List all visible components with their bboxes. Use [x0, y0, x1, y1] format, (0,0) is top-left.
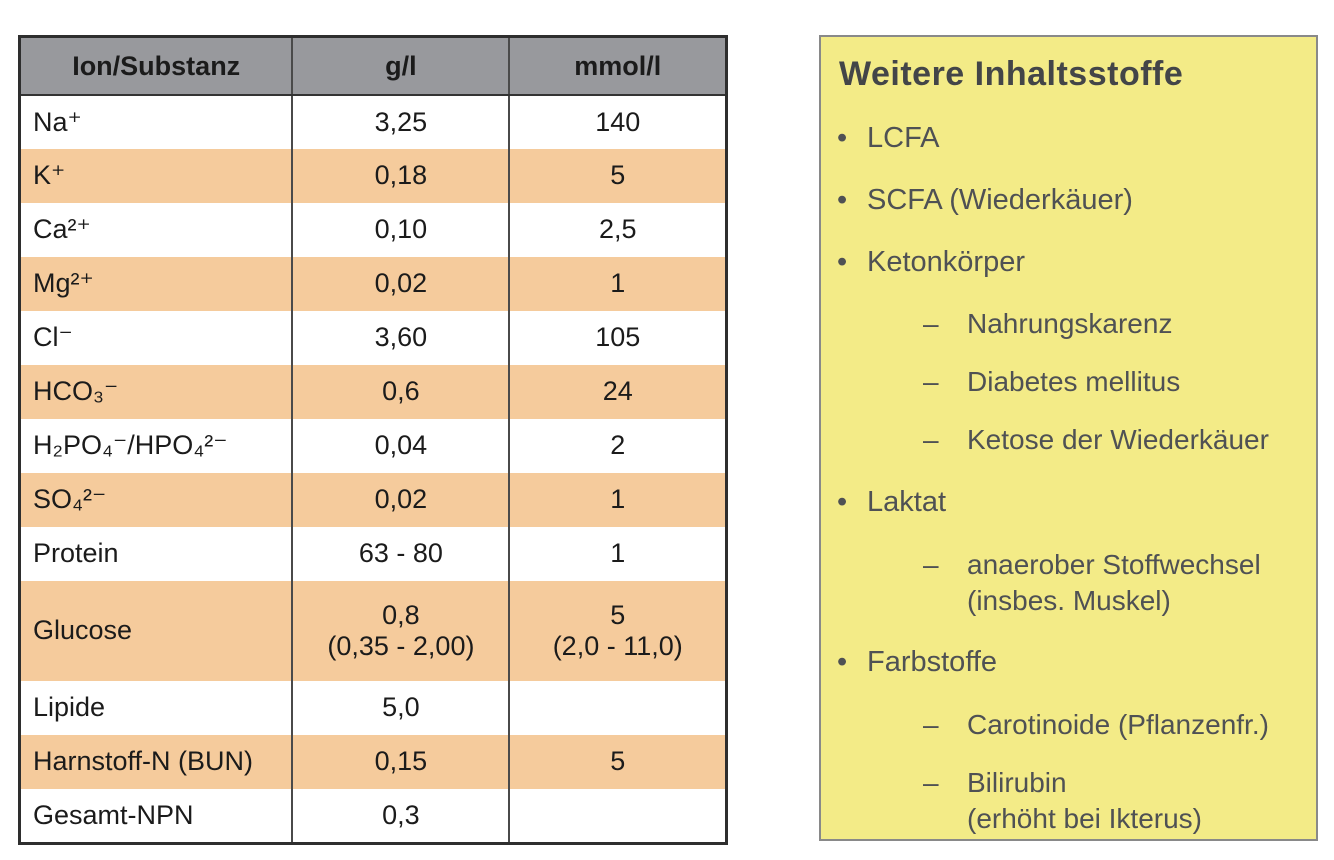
dash-icon: – — [923, 308, 939, 340]
dash-icon: – — [923, 766, 939, 798]
gl-value-cell: 3,60 — [291, 311, 510, 365]
bullet-icon: • — [837, 485, 848, 518]
ion-substanz-cell: Cl⁻ — [33, 322, 73, 353]
table-row: Gesamt-NPN 0,3 — [20, 789, 727, 843]
mmoll-value-cell: 140 — [508, 95, 727, 149]
table-row: Harnstoff-N (BUN) 0,15 5 — [19, 735, 727, 789]
sub-bullet-label: Ketose der Wiederkäuer — [967, 424, 1269, 456]
ion-substanz-cell: HCO₃⁻ — [19, 365, 293, 419]
sub-bullet-item: – Bilirubin (erhöht bei Ikterus) — [837, 765, 1296, 837]
gl-value-cell: 0,6 — [291, 365, 510, 419]
ion-substanz-cell: Protein — [33, 538, 119, 569]
sub-bullet-label: Carotinoide (Pflanzenfr.) — [967, 709, 1269, 741]
gl-value-cell: 0,15 — [291, 735, 510, 789]
mmoll-value-cell: 1 — [508, 527, 727, 581]
dash-icon: – — [923, 366, 939, 398]
gl-value-cell: 0,02 — [291, 257, 510, 311]
ion-substanz-cell: Mg²⁺ — [19, 257, 293, 311]
sub-bullet-label: Diabetes mellitus — [967, 366, 1181, 398]
column-header-mmoll: mmol/l — [508, 36, 727, 96]
mmoll-value-cell: 1 — [508, 473, 727, 527]
gl-value-cell: 0,3 — [291, 789, 510, 843]
mmoll-value-cell: 2,5 — [508, 203, 727, 257]
table-row: H₂PO₄⁻/HPO₄²⁻ 0,04 2 — [20, 419, 727, 473]
mmoll-value-cell: 2 — [508, 419, 727, 473]
ion-substanz-cell: K⁺ — [19, 149, 293, 203]
mmoll-value-cell: 1 — [508, 257, 727, 311]
plasma-composition-table: Ion/Substanz g/l mmol/l Na⁺ 3,25 140 K⁺ 0,18… — [18, 35, 728, 845]
table-row: Lipide 5,0 — [20, 681, 727, 735]
bullet-item: • Ketonkörper — [837, 245, 1296, 280]
table-body: Na⁺ 3,25 140 K⁺ 0,18 5 Ca²⁺ 0,10 2,5 Mg²⁺ 0,02 1 Cl⁻… — [19, 95, 727, 843]
bullet-label: LCFA — [867, 122, 940, 154]
sub-bullet-item: – Diabetes mellitus — [837, 364, 1296, 400]
bullet-label: SCFA (Wiederkäuer) — [867, 183, 1133, 216]
gl-value-cell: 3,25 — [291, 95, 510, 149]
ion-substanz-cell: Na⁺ — [33, 106, 82, 137]
gl-value-cell: 0,18 — [291, 149, 510, 203]
sub-bullet-item: – anaerober Stoffwechsel (insbes. Muskel) — [837, 547, 1296, 619]
sub-bullet-item: – Nahrungskarenz — [837, 306, 1296, 342]
table-row: Mg²⁺ 0,02 1 — [19, 257, 727, 311]
ion-substanz-cell: H₂PO₄⁻/HPO₄²⁻ — [33, 430, 228, 461]
sub-bullet-label: Bilirubin (erhöht bei Ikterus) — [967, 766, 1202, 834]
weitere-inhaltsstoffe-panel: Weitere Inhaltsstoffe • LCFA • SCFA (Wieder… — [819, 35, 1318, 841]
sub-bullet-item: – Carotinoide (Pflanzenfr.) — [837, 707, 1296, 743]
bullet-icon: • — [837, 183, 848, 216]
ion-substanz-cell: Ca²⁺ — [33, 214, 91, 245]
bullet-label: Farbstoffe — [867, 646, 998, 679]
bullet-item: • Farbstoffe — [837, 645, 1296, 680]
mmoll-value-cell: 105 — [508, 311, 727, 365]
ion-substanz-cell: Gesamt-NPN — [33, 799, 194, 830]
sub-bullet-label: Nahrungskarenz — [967, 308, 1173, 340]
table-row: Glucose 0,8 (0,35 - 2,00) 5 (2,0 - 11,0) — [19, 581, 727, 681]
table-row: Cl⁻ 3,60 105 — [20, 311, 727, 365]
bullet-label: Laktat — [867, 485, 946, 518]
bullet-item: • LCFA — [837, 121, 1296, 156]
ion-substanz-cell: Harnstoff-N (BUN) — [19, 735, 293, 789]
gl-value-cell: 0,10 — [291, 203, 510, 257]
panel-title: Weitere Inhaltsstoffe — [839, 55, 1184, 93]
sub-bullet-label: anaerober Stoffwechsel (insbes. Muskel) — [967, 548, 1261, 616]
table-row: SO₄²⁻ 0,02 1 — [19, 473, 727, 527]
gl-value-cell: 0,04 — [291, 419, 510, 473]
dash-icon: – — [923, 424, 939, 456]
ion-substanz-cell: Lipide — [33, 692, 106, 723]
mmoll-value-cell: 5 — [508, 149, 727, 203]
table-row: Ca²⁺ 0,10 2,5 — [20, 203, 727, 257]
table-row: Na⁺ 3,25 140 — [20, 95, 727, 149]
gl-value-cell: 0,02 — [291, 473, 510, 527]
column-header-ion-substanz: Ion/Substanz — [19, 36, 293, 96]
column-header-gl: g/l — [291, 36, 510, 96]
bullet-item: • SCFA (Wiederkäuer) — [837, 183, 1296, 218]
bullet-icon: • — [837, 122, 848, 154]
table-row: K⁺ 0,18 5 — [19, 149, 727, 203]
sub-bullet-item: – Ketose der Wiederkäuer — [837, 422, 1296, 458]
bullet-label: Ketonkörper — [867, 245, 1025, 278]
table-header-row: Ion/Substanz g/l mmol/l — [19, 36, 727, 96]
ion-substanz-cell: Glucose — [19, 581, 293, 681]
gl-value-cell: 63 - 80 — [291, 527, 510, 581]
mmoll-value-cell — [508, 681, 727, 735]
panel-bullet-list: • LCFA • SCFA (Wiederkäuer) • Ketonkörper – Nah… — [837, 121, 1296, 837]
table-row: Protein 63 - 80 1 — [20, 527, 727, 581]
bullet-icon: • — [837, 245, 848, 278]
bullet-icon: • — [837, 646, 848, 679]
dash-icon: – — [923, 709, 939, 741]
gl-value-cell: 0,8 (0,35 - 2,00) — [291, 581, 510, 681]
bullet-item: • Laktat — [837, 485, 1296, 520]
table-row: HCO₃⁻ 0,6 24 — [19, 365, 727, 419]
mmoll-value-cell: 5 (2,0 - 11,0) — [508, 581, 727, 681]
mmoll-value-cell — [508, 789, 727, 843]
ion-substanz-cell: SO₄²⁻ — [19, 473, 293, 527]
mmoll-value-cell: 5 — [508, 735, 727, 789]
dash-icon: – — [923, 548, 939, 580]
gl-value-cell: 5,0 — [291, 681, 510, 735]
mmoll-value-cell: 24 — [508, 365, 727, 419]
